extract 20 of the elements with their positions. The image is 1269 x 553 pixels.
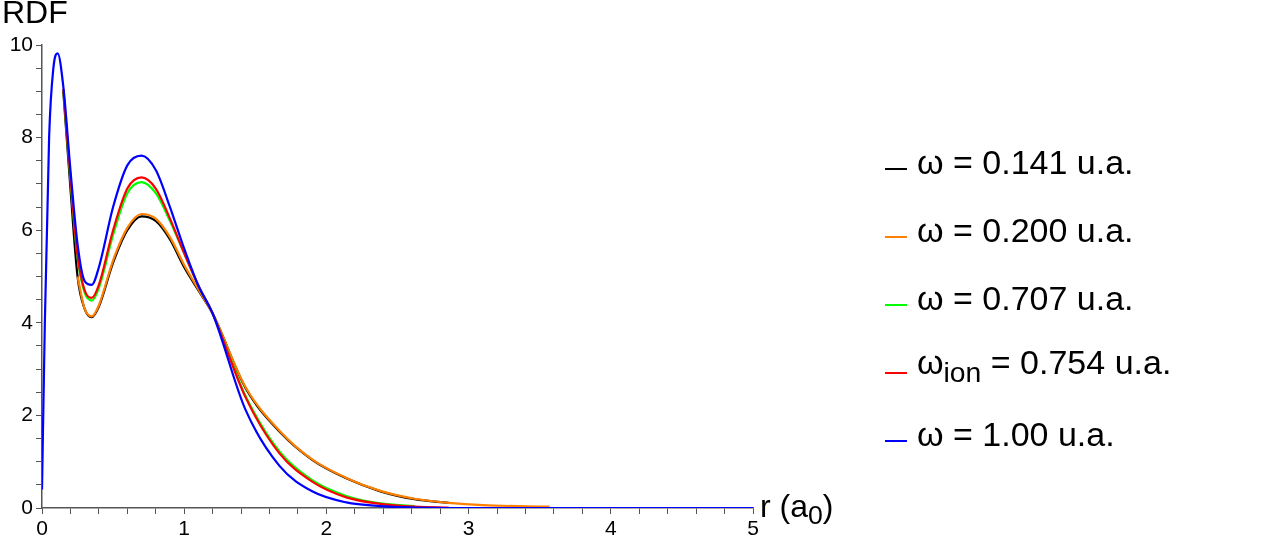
x-tick-label: 0 [36, 516, 48, 540]
x-axis-title: r (a$_{0}$) [760, 488, 834, 532]
legend-label: ω = 0.200 u.a. [917, 210, 1134, 250]
y-tick-label: 6 [21, 217, 33, 240]
x-tick-label: 1 [178, 516, 191, 540]
y-tick-label: 8 [21, 124, 33, 148]
x-tick-label: 4 [604, 516, 617, 540]
legend-label: ω = 0.141 u.a. [917, 142, 1134, 182]
legend-label: ω$_{ion}$ = 0.754 u.a. [917, 343, 1172, 389]
y-axis-title: RDF [2, 0, 68, 31]
line-series [76, 212, 551, 508]
y-tick-label: 2 [21, 402, 33, 426]
x-tick-label: 2 [320, 516, 333, 540]
x-tick-label: 3 [462, 516, 475, 540]
x-tick-label: 5 [747, 516, 759, 540]
y-tick-label: 4 [21, 309, 34, 333]
legend-label: ω = 0.707 u.a. [917, 278, 1134, 318]
y-tick-label: 0 [21, 494, 33, 518]
y-tick-label: 10 [9, 31, 33, 55]
legend-label: ω = 1.00 u.a. [917, 414, 1115, 454]
